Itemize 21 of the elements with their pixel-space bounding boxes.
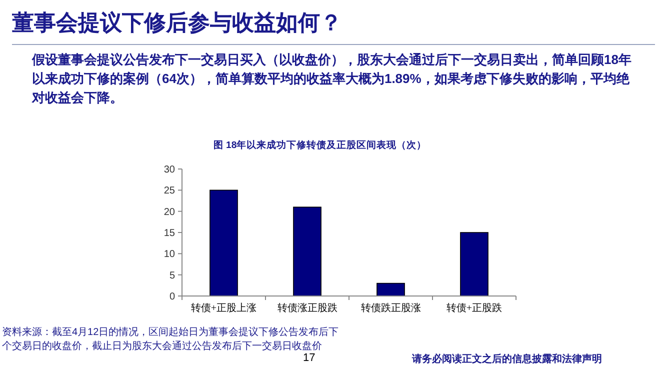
caption: 图 18年以来成功下修转债及正股区间表现（次） (212, 139, 428, 152)
text: 请务必阅读正文之后的信息披露和法律声明 (412, 352, 602, 366)
chart-title: 董事会提议下修后参与收益如何？ (12, 9, 342, 37)
y-tick-label: 30 (164, 164, 176, 176)
y-tick-label: 15 (164, 228, 176, 239)
bar (293, 206, 322, 296)
text: 17 (303, 352, 316, 364)
y-tick-label: 5 (169, 270, 176, 282)
bar (210, 190, 238, 296)
bar (376, 282, 405, 296)
y-tick-label: 0 (169, 292, 176, 302)
bar (460, 232, 488, 296)
y-tick-label: 25 (164, 186, 176, 197)
chart-subtitle: 假设董事会提议公告发布下一交易日买入（以收盘价），股东大会通过后下一交易日卖出，简单回顾18年以来成功下修的案例（64次），简单算数平均的收益率大概为1.89%，如果考虑下修失败的影响，平均绝对收益会下降。 (32, 51, 632, 107)
x-tick-label: 转债+正股跌 (446, 302, 502, 314)
x-tick-label: 转债涨正股跌 (277, 302, 338, 314)
text: 资料来源：截至4月12日的情况，区间起始日为董事会提议下修公告发布后下个交易日的收盘价，截止日为股东大会通过公告发布后下一交易日收盘价 (2, 326, 340, 353)
y-tick-label: 10 (164, 249, 176, 260)
x-tick-label: 转债+正股上涨 (190, 302, 257, 314)
y-tick-label: 20 (164, 206, 176, 218)
x-tick-label: 转债跌正股涨 (360, 302, 421, 314)
